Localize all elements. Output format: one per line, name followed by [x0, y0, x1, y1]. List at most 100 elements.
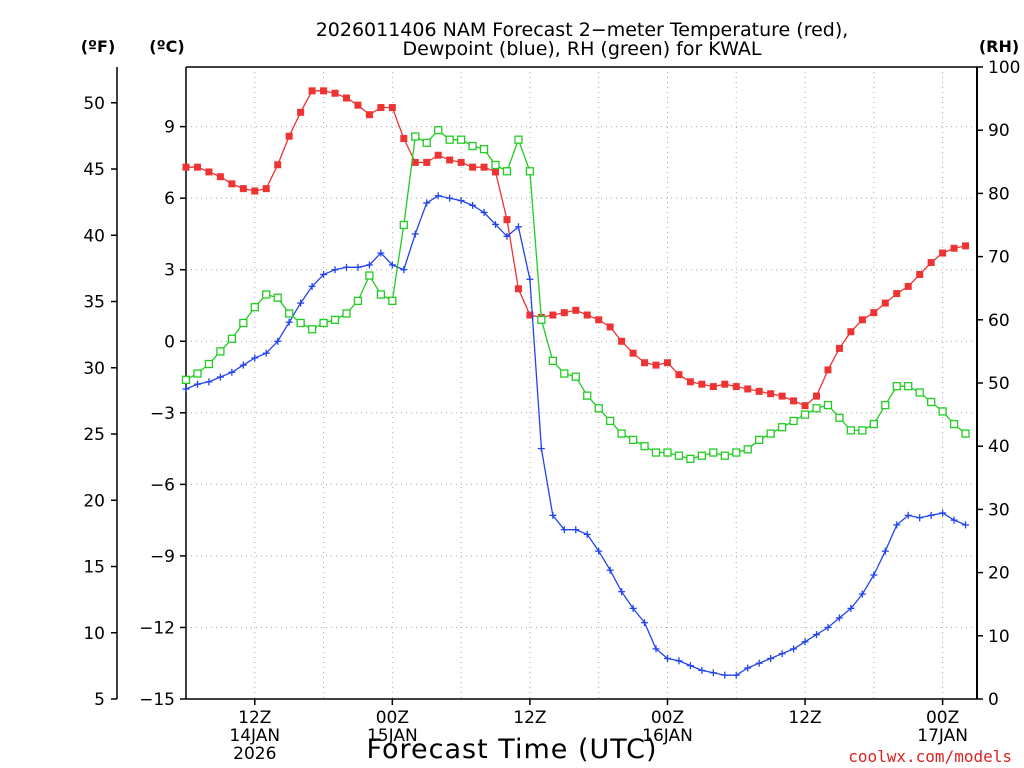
dewpoint-point: [893, 521, 901, 529]
temperature-point: [641, 359, 649, 367]
temperature-point: [342, 94, 350, 102]
dewpoint-point: [537, 445, 545, 453]
temperature-point: [377, 104, 385, 112]
rh-point: [342, 309, 351, 318]
rh-point: [938, 407, 947, 416]
dewpoint-point: [595, 547, 603, 555]
temperature-point: [744, 385, 752, 393]
dewpoint-point: [698, 666, 706, 674]
rh-point: [548, 356, 557, 366]
rh-point: [812, 404, 821, 413]
temperature-point: [400, 135, 408, 143]
celsius-tick-label: −12: [139, 618, 175, 638]
rh-point: [250, 303, 259, 312]
rh-point: [262, 290, 271, 299]
rh-tick-label: 90: [988, 121, 1010, 141]
data-series: [181, 87, 970, 679]
rh-point: [285, 309, 294, 318]
temperature-point: [239, 185, 247, 193]
temperature-point: [285, 132, 293, 140]
temperature-point: [721, 380, 729, 388]
fahrenheit-tick-label: 10: [83, 624, 105, 644]
series-dewpoint: [182, 192, 970, 679]
dewpoint-point: [342, 263, 350, 271]
x-axis-label: Forecast Time (UTC): [366, 734, 657, 765]
dewpoint-point: [618, 588, 626, 596]
dewpoint-point: [182, 385, 190, 393]
temperature-point: [629, 349, 637, 357]
dewpoint-point: [446, 194, 454, 202]
dewpoint-point: [514, 223, 522, 231]
rh-tick-label: 20: [988, 564, 1010, 584]
x-tick-label-time: 00Z: [376, 708, 409, 728]
dewpoint-point: [205, 378, 213, 386]
rh-point: [617, 429, 626, 438]
temperature-point: [675, 371, 683, 379]
x-tick-label-date: 14JAN: [229, 726, 280, 746]
temperature-point: [732, 383, 740, 391]
temperature-point: [790, 397, 798, 405]
rh-point: [583, 391, 592, 400]
dewpoint-point: [365, 261, 373, 269]
dewpoint-point: [297, 299, 305, 307]
temperature-point: [904, 282, 912, 290]
dewpoint-point: [549, 511, 557, 519]
rh-point: [560, 369, 569, 378]
x-tick-label-time: 12Z: [513, 708, 546, 728]
fahrenheit-tick-label: 5: [94, 690, 105, 710]
rh-point: [709, 448, 718, 457]
celsius-tick-label: 0: [164, 332, 175, 352]
rh-point: [181, 375, 191, 384]
temperature-point: [354, 101, 362, 109]
rh-point: [800, 410, 810, 419]
dewpoint-point: [285, 318, 293, 326]
rh-tick-label: 80: [988, 184, 1010, 204]
rh-point: [869, 419, 878, 429]
temperature-point: [423, 158, 431, 166]
temperature-point: [320, 87, 328, 95]
temperature-point: [434, 151, 442, 159]
rh-point: [915, 388, 924, 397]
dewpoint-point: [744, 664, 752, 672]
temperature-point: [767, 390, 775, 398]
temperature-point: [858, 316, 866, 324]
dewpoint-point: [939, 509, 947, 517]
dewpoint-point: [216, 373, 224, 381]
temperature-point: [916, 270, 924, 278]
rh-point: [881, 400, 890, 410]
rh-point: [193, 369, 202, 378]
rh-point: [319, 318, 328, 328]
temperature-point: [686, 378, 694, 386]
x-tick-label-time: 00Z: [926, 708, 959, 728]
rh-point: [766, 429, 775, 438]
temperature-point: [835, 344, 843, 352]
temperature-point: [480, 163, 488, 171]
rh-point: [411, 132, 420, 141]
rh-point: [904, 382, 913, 391]
rh-tick-label: 70: [988, 248, 1010, 268]
temperature-point: [514, 285, 522, 293]
dewpoint-point: [767, 654, 775, 662]
rh-point: [307, 325, 317, 334]
rh-point: [674, 451, 684, 460]
temperature-line: [186, 90, 966, 407]
rh-point: [789, 416, 798, 426]
celsius-tick-label: −15: [139, 690, 175, 710]
temperature-point: [595, 316, 603, 324]
dewpoint-point: [686, 662, 694, 670]
rh-point: [525, 167, 535, 176]
temperature-point: [698, 380, 706, 388]
dewpoint-point: [274, 337, 282, 345]
celsius-tick-label: 6: [164, 189, 175, 209]
rh-tick-label: 0: [988, 690, 999, 710]
chart-title-line2: Dewpoint (blue), RH (green) for KWAL: [403, 38, 762, 60]
rh-point: [926, 397, 936, 407]
temperature-point: [297, 108, 305, 116]
dewpoint-point: [457, 197, 465, 205]
rh-point: [606, 416, 615, 426]
x-tick-label-date: 17JAN: [917, 726, 968, 746]
dewpoint-point: [239, 361, 247, 369]
rh-point: [514, 135, 523, 144]
temperature-point: [262, 185, 270, 193]
dewpoint-point: [526, 275, 534, 283]
